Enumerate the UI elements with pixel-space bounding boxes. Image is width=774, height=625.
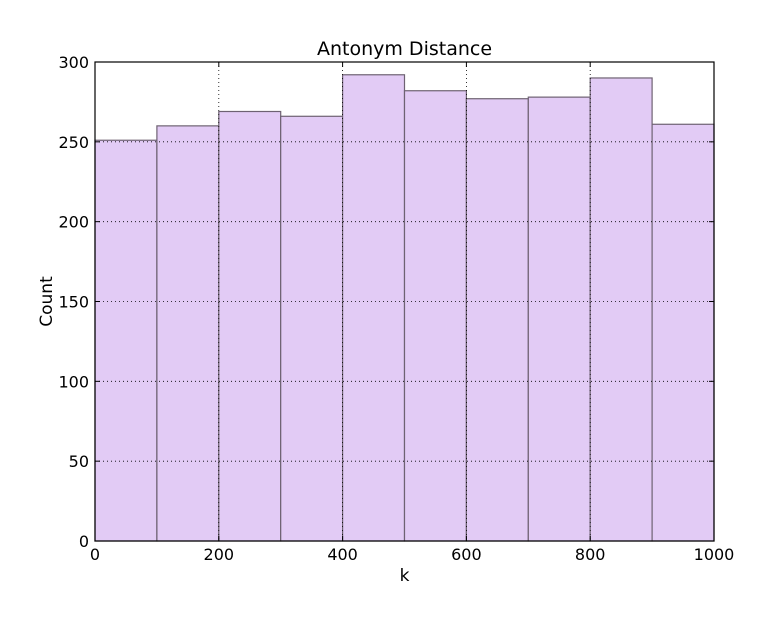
- histogram-bar: [651, 123, 715, 542]
- y-tick-label: 50: [69, 452, 89, 471]
- y-axis-label: Count: [37, 276, 57, 327]
- y-tick-label: 100: [58, 372, 89, 391]
- histogram-bar: [403, 90, 468, 542]
- y-tick-label: 300: [58, 53, 89, 72]
- histogram-bar: [527, 96, 591, 542]
- histogram-bar: [465, 98, 529, 542]
- axis-ticks: [94, 61, 715, 542]
- chart-title: Antonym Distance: [317, 38, 492, 60]
- y-tick-labels: 0 50 100 150 200 250 300: [58, 53, 89, 551]
- histogram-bar: [218, 110, 282, 542]
- x-tick-labels: 0 200 400 600 800 1000: [90, 545, 734, 564]
- x-tick-label: 0: [90, 545, 100, 564]
- histogram-bar: [280, 115, 344, 542]
- histogram-bar: [94, 139, 158, 542]
- x-axis-label: k: [400, 566, 410, 586]
- histogram-bar: [156, 125, 220, 542]
- x-tick-label: 400: [327, 545, 358, 564]
- x-tick-label: 600: [451, 545, 482, 564]
- histogram-bar: [589, 77, 653, 542]
- y-tick-label: 250: [58, 133, 89, 152]
- x-tick-label: 800: [575, 545, 606, 564]
- histogram-bar: [342, 74, 406, 542]
- x-tick-label: 200: [204, 545, 235, 564]
- y-tick-label: 200: [58, 213, 89, 232]
- y-tick-label: 150: [58, 293, 89, 312]
- histogram-bars: [94, 74, 715, 542]
- y-tick-label: 0: [79, 532, 89, 551]
- x-tick-label: 1000: [694, 545, 735, 564]
